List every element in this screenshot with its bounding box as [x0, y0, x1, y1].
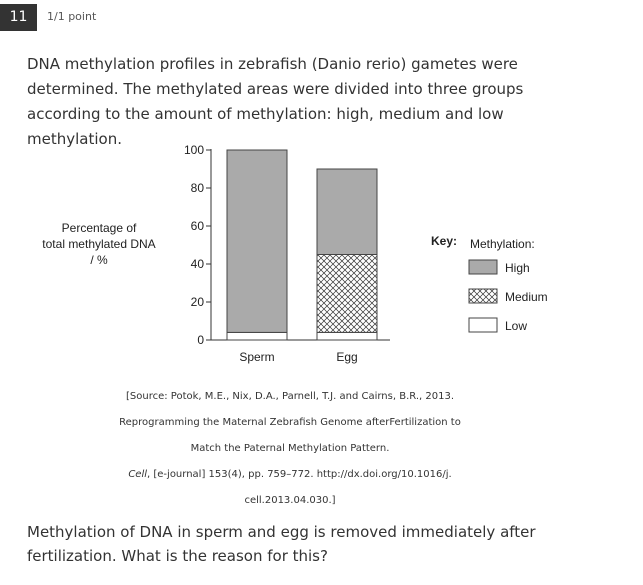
y-axis-ticks: 0 20 40 60 80 100: [184, 143, 211, 347]
question-intro: DNA methylation profiles in zebrafish (D…: [27, 55, 524, 148]
source-citation: [Source: Potok, M.E., Nix, D.A., Parnell…: [110, 384, 470, 514]
source-line-1: [Source: Potok, M.E., Nix, D.A., Parnell…: [125, 391, 455, 402]
y-axis-label-line1: Percentage of: [62, 221, 137, 235]
y-tick-label: 0: [197, 333, 204, 347]
legend-swatch-high: [468, 259, 498, 275]
y-tick-label: 80: [191, 181, 205, 195]
x-axis-labels: Sperm Egg: [239, 350, 357, 364]
methylation-chart: Percentage of total methylated DNA / % 0…: [42, 143, 548, 364]
question-number: 11: [0, 4, 37, 31]
y-tick-label: 100: [184, 143, 204, 157]
bar-sperm-high: [226, 149, 288, 333]
legend: Key: Methylation: High Medium Low: [431, 234, 548, 333]
y-tick-label: 40: [191, 257, 205, 271]
y-tick-label: 60: [191, 219, 205, 233]
legend-label-low: Low: [505, 319, 527, 333]
x-tick-label-egg: Egg: [336, 350, 357, 364]
legend-title: Methylation:: [470, 237, 535, 251]
legend-key-label: Key:: [431, 234, 457, 248]
x-tick-label-sperm: Sperm: [239, 350, 274, 364]
points-label: 1/1 point: [47, 10, 97, 23]
y-axis-label-line3: / %: [90, 253, 108, 267]
source-line-4: Cell, [e-journal] 153(4), pp. 759–772. h…: [110, 462, 470, 488]
legend-label-medium: Medium: [505, 290, 548, 304]
legend-swatch-medium: [468, 288, 498, 304]
legend-label-high: High: [505, 261, 530, 275]
source-line-3: Match the Paternal Methylation Pattern.: [190, 443, 390, 454]
y-tick-label: 20: [191, 295, 205, 309]
source-line-4-rest: , [e-journal] 153(4), pp. 759–772. http:…: [147, 469, 452, 480]
bar-egg-high: [316, 168, 378, 255]
source-line-5: cell.2013.04.030.]: [244, 495, 336, 506]
legend-swatch-low: [468, 317, 498, 333]
question-prompt: Methylation of DNA in sperm and egg is r…: [27, 523, 536, 565]
bar-egg-low: [316, 331, 378, 341]
y-axis-label: Percentage of total methylated DNA / %: [42, 221, 155, 267]
bar-sperm-low: [226, 331, 288, 341]
y-axis-label-line2: total methylated DNA: [42, 237, 155, 251]
source-line-2: Reprogramming the Maternal Zebrafish Gen…: [119, 417, 461, 428]
source-journal: Cell: [128, 469, 148, 480]
bar-egg-medium: [316, 254, 378, 333]
bars: [226, 149, 378, 341]
